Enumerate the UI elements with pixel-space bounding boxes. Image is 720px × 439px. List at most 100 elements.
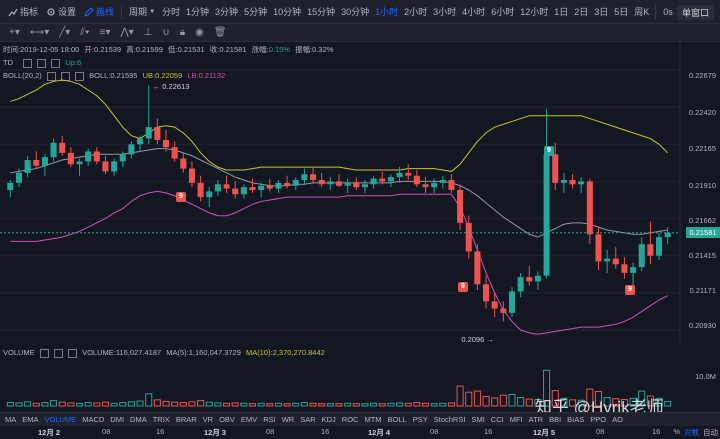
volume-close-icon[interactable]	[67, 348, 77, 358]
indicator-tab[interactable]: PSY	[412, 415, 428, 424]
volume-bar	[517, 397, 525, 407]
timeframe-button[interactable]: 12小时	[520, 7, 549, 17]
candle-body	[154, 127, 161, 140]
toolbar-divider	[121, 4, 123, 19]
boll-settings-icon[interactable]	[60, 71, 70, 81]
timeframe-button[interactable]: 6小时	[491, 7, 515, 17]
volume-bar	[93, 402, 101, 407]
td-close-icon[interactable]	[51, 58, 61, 68]
candle-body	[534, 275, 541, 282]
price-tick-label: 0.20930	[688, 320, 716, 330]
log-scale-button[interactable]: 对数	[684, 428, 699, 437]
lock-icon[interactable]: 🔒︎	[179, 27, 186, 38]
channel-icon[interactable]: ⫽▾	[80, 27, 90, 38]
indicator-tab[interactable]: VR	[202, 415, 214, 424]
boll-visibility-icon[interactable]	[46, 71, 56, 81]
timeframe-button[interactable]: 2日	[574, 7, 589, 17]
indicator-tab[interactable]: EMV	[240, 415, 258, 424]
candle-body	[457, 190, 464, 223]
volume-bar	[465, 391, 473, 407]
indicator-tab[interactable]: BRAR	[175, 415, 197, 424]
indicator-tab[interactable]: WR	[281, 415, 295, 424]
timeframe-button[interactable]: 3日	[594, 7, 609, 17]
percent-scale-button[interactable]: %	[673, 427, 680, 436]
indicator-tab[interactable]: CCI	[490, 415, 504, 424]
magnet-icon[interactable]: ∪	[162, 27, 170, 38]
indicator-tab[interactable]: MA	[5, 415, 17, 424]
timeframe-button[interactable]: 3分钟	[215, 7, 239, 17]
crosshair-icon[interactable]: +▾	[9, 27, 20, 38]
indicator-tab[interactable]: AO	[612, 415, 623, 424]
trash-icon[interactable]: 🗑︎	[213, 27, 227, 38]
timeframe-button[interactable]: 5日	[614, 7, 629, 17]
indicator-tab[interactable]: MTM	[364, 415, 382, 424]
volume-chart[interactable]	[0, 356, 720, 408]
indicator-tab[interactable]: SMI	[471, 415, 485, 424]
indicator-tab[interactable]: KDJ	[321, 415, 336, 424]
timeframe-button[interactable]: 周K	[634, 7, 650, 17]
td-visibility-icon[interactable]	[23, 58, 33, 68]
volume-visibility-icon[interactable]	[39, 348, 49, 358]
indicator-button[interactable]: 指标	[4, 5, 42, 18]
indicator-tab[interactable]: StochRSI	[433, 415, 466, 424]
volume-bar	[136, 400, 144, 407]
time-axis[interactable]: 12月 2 08 16 12月 3 08 16 12月 4 08 16 12月 5 08 16	[0, 426, 720, 439]
volume-bar	[586, 388, 594, 407]
indicator-tab[interactable]: BIAS	[567, 415, 585, 424]
volume-bar	[508, 394, 516, 407]
price-tick-label: 0.22420	[688, 107, 716, 117]
volume-bar	[664, 400, 672, 407]
window-mode-button[interactable]: 单窗口	[676, 5, 714, 20]
indicator-tab[interactable]: DMI	[110, 415, 125, 424]
horizontal-line-icon[interactable]: ⟷▾	[29, 27, 50, 38]
amplitude-value: 振幅:0.32%	[295, 45, 334, 54]
td-settings-icon[interactable]	[37, 58, 47, 68]
indicator-tab[interactable]: OBV	[219, 415, 235, 424]
indicator-tab[interactable]: ATR	[528, 415, 544, 424]
candle-body	[664, 232, 671, 238]
boll-close-icon[interactable]	[75, 71, 85, 81]
timeframe-button[interactable]: 1分钟	[186, 7, 210, 17]
timeframe-button[interactable]: 1日	[554, 7, 569, 17]
indicator-tab[interactable]: EMA	[22, 415, 39, 424]
indicator-tab[interactable]: BOLL	[387, 415, 407, 424]
settings-button[interactable]: 设置	[42, 5, 80, 18]
period-dropdown[interactable]: 周期 ▼	[125, 5, 159, 18]
indicator-tab[interactable]: PPO	[590, 415, 607, 424]
timeframe-button[interactable]: 5分钟	[244, 7, 268, 17]
indicator-tab[interactable]: BBI	[549, 415, 562, 424]
time-tick-label: 08	[430, 427, 439, 436]
eye-icon[interactable]: ◉	[195, 27, 204, 38]
volume-settings-icon[interactable]	[53, 348, 63, 358]
indicator-tab[interactable]: MFI	[509, 415, 523, 424]
indicator-tab[interactable]: TRIX	[152, 415, 170, 424]
timeframe-button[interactable]: 15分钟	[307, 7, 336, 17]
measure-icon[interactable]: ⊥	[143, 27, 153, 38]
candle-body	[439, 180, 446, 183]
auto-scale-button[interactable]: 自动	[703, 428, 718, 437]
timeframe-button[interactable]: 1小时	[375, 7, 399, 17]
timeframe-button[interactable]: 分时	[162, 7, 181, 17]
volume-legend: VOLUME VOLUME:116,027.4187 MA(5):1,160,0…	[3, 348, 328, 358]
timeframe-button[interactable]: 2小时	[404, 7, 428, 17]
candle-body	[59, 142, 66, 153]
indicator-tab[interactable]: VOLUME	[44, 415, 77, 424]
volume-bar	[534, 398, 542, 407]
draw-button[interactable]: 画线	[80, 5, 118, 18]
indicator-tab[interactable]: ROC	[341, 415, 359, 424]
candle-body	[647, 244, 654, 256]
indicator-tab[interactable]: DMA	[130, 415, 147, 424]
indicator-tab[interactable]: MACD	[82, 415, 105, 424]
indicator-tab[interactable]: SAR	[300, 415, 316, 424]
timeframe-button[interactable]: 10分钟	[273, 7, 302, 17]
indicator-tab[interactable]: RSI	[263, 415, 276, 424]
pattern-icon[interactable]: ⋀▾	[120, 27, 134, 38]
fibonacci-icon[interactable]: ≡▾	[99, 27, 111, 38]
volume-bar	[491, 397, 499, 407]
timeframe-button[interactable]: 3小时	[433, 7, 457, 17]
timeframe-button[interactable]: 4小时	[462, 7, 486, 17]
trend-line-icon[interactable]: ╱▾	[59, 27, 71, 38]
timeframe-button[interactable]: 30分钟	[341, 7, 370, 17]
candlestick-chart[interactable]	[0, 42, 720, 342]
arrow-left-icon: ←	[152, 81, 163, 91]
